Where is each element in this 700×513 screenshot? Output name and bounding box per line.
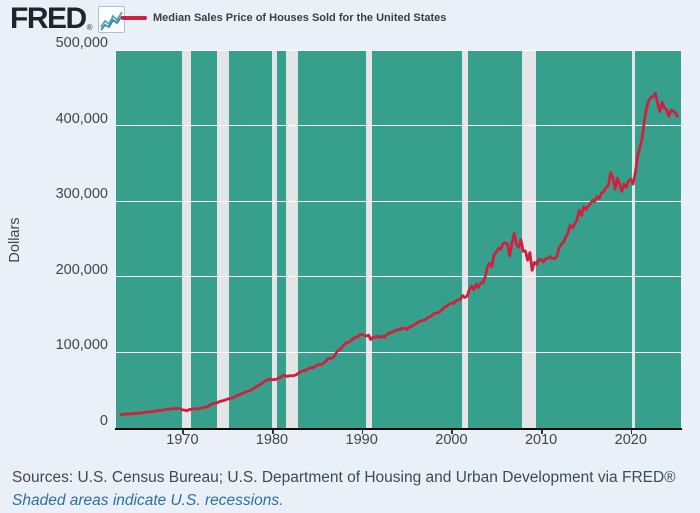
- x-tick-mark: [541, 430, 543, 434]
- x-tick-label: 2000: [435, 432, 468, 448]
- y-tick-label: 500,000: [55, 35, 108, 51]
- y-gridline: [116, 50, 681, 51]
- recession-band: [366, 50, 373, 428]
- fred-logo[interactable]: FRED ®: [10, 4, 125, 34]
- x-tick-mark: [451, 430, 453, 434]
- recession-band: [216, 50, 229, 428]
- source-text: Sources: U.S. Census Bureau; U.S. Depart…: [12, 469, 676, 486]
- x-tick-mark: [630, 430, 633, 434]
- y-gridline: [116, 125, 681, 127]
- y-tick-label: 100,000: [55, 337, 108, 354]
- y-gridline: [116, 351, 681, 353]
- y-tick-label: 300,000: [55, 186, 108, 203]
- recession-band: [285, 50, 299, 428]
- fred-sparkline-icon: [97, 6, 125, 33]
- x-tick-label: 2010: [524, 432, 558, 448]
- x-tick-mark: [182, 430, 184, 434]
- price-line-series: [119, 92, 680, 416]
- plot-area: [116, 50, 681, 428]
- recession-note: Shaded areas indicate U.S. recessions.: [12, 492, 284, 509]
- x-tick-label: 1970: [166, 432, 199, 448]
- x-tick-label: 1990: [345, 432, 378, 448]
- y-gridline: [116, 276, 681, 278]
- recession-band: [272, 50, 277, 428]
- x-tick-label: 1980: [255, 432, 289, 448]
- y-tick-label: 200,000: [55, 261, 108, 278]
- legend-line-swatch: [121, 16, 147, 20]
- y-tick-label: 400,000: [55, 110, 108, 127]
- fred-logo-text: FRED: [10, 2, 87, 35]
- recession-band: [631, 50, 635, 428]
- x-tick-mark: [272, 430, 274, 434]
- recession-band: [461, 50, 468, 428]
- x-axis-line: [115, 428, 682, 430]
- legend: Median Sales Price of Houses Sold for th…: [121, 10, 446, 26]
- registered-trademark-icon: ®: [86, 23, 93, 32]
- recession-band: [181, 50, 191, 428]
- recession-band: [522, 50, 536, 428]
- y-gridline: [116, 200, 681, 202]
- x-tick-mark: [361, 430, 364, 434]
- y-tick-label: 0: [99, 413, 108, 429]
- x-tick-label: 2020: [614, 432, 647, 448]
- legend-label: Median Sales Price of Houses Sold for th…: [153, 12, 447, 24]
